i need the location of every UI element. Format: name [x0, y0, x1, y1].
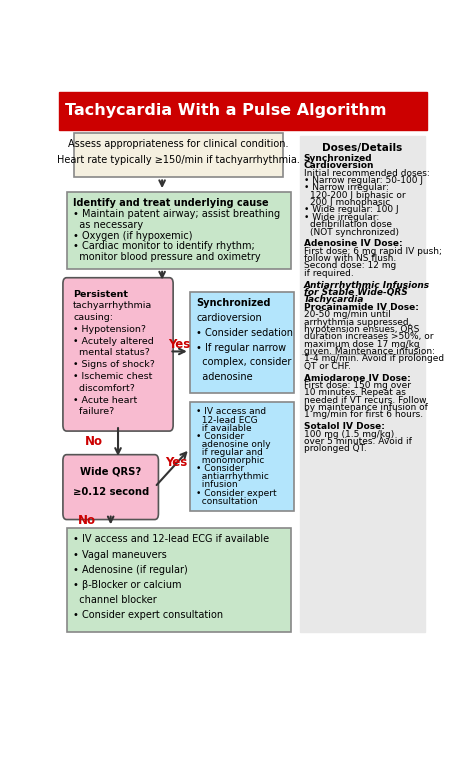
Text: tachyarrhythmia: tachyarrhythmia	[73, 301, 153, 310]
Text: • Narrow irregular:: • Narrow irregular:	[303, 183, 388, 192]
Text: for Stable Wide-QRS: for Stable Wide-QRS	[303, 288, 407, 297]
Text: • Acute heart: • Acute heart	[73, 396, 137, 404]
Text: monomorphic: monomorphic	[196, 456, 264, 465]
Text: • Ischemic chest: • Ischemic chest	[73, 372, 153, 381]
Text: monitor blood pressure and oximetry: monitor blood pressure and oximetry	[73, 252, 261, 262]
Text: adenosine only: adenosine only	[196, 440, 271, 449]
Text: (NOT synchronized): (NOT synchronized)	[310, 228, 399, 237]
Text: follow with NS flush.: follow with NS flush.	[303, 254, 396, 263]
Text: discomfort?: discomfort?	[73, 384, 135, 393]
Text: consultation: consultation	[196, 496, 258, 506]
Text: • Hypotension?: • Hypotension?	[73, 325, 146, 334]
Text: Initial recommended doses:: Initial recommended doses:	[303, 169, 429, 178]
Text: mental status?: mental status?	[73, 349, 150, 358]
Text: given. Maintenance infusion:: given. Maintenance infusion:	[303, 347, 435, 356]
Text: • Wide irregular:: • Wide irregular:	[303, 213, 379, 222]
Text: • Adenosine (if regular): • Adenosine (if regular)	[73, 565, 188, 574]
Text: • Signs of shock?: • Signs of shock?	[73, 360, 155, 369]
Text: • IV access and: • IV access and	[196, 408, 266, 417]
Text: as necessary: as necessary	[73, 220, 143, 230]
FancyBboxPatch shape	[63, 278, 173, 431]
Text: Antiarrhythmic Infusions: Antiarrhythmic Infusions	[303, 280, 429, 290]
Text: failure?: failure?	[73, 408, 114, 417]
Text: Synchronized: Synchronized	[303, 154, 372, 163]
Text: prolonged QT.: prolonged QT.	[303, 444, 366, 453]
Text: • Narrow regular: 50-100 J: • Narrow regular: 50-100 J	[303, 176, 422, 185]
Text: • Oxygen (if hypoxemic): • Oxygen (if hypoxemic)	[73, 231, 193, 241]
Text: • If regular narrow: • If regular narrow	[196, 342, 286, 352]
Text: arrhythmia suppressed,: arrhythmia suppressed,	[303, 318, 411, 326]
Text: Persistent: Persistent	[73, 290, 128, 299]
Text: ≥0.12 second: ≥0.12 second	[73, 487, 149, 497]
Text: Tachycardia: Tachycardia	[303, 296, 364, 304]
Text: duration increases >50%, or: duration increases >50%, or	[303, 332, 433, 342]
Text: 100 mg (1.5 mg/kg): 100 mg (1.5 mg/kg)	[303, 430, 394, 439]
Text: First dose: 6 mg rapid IV push;: First dose: 6 mg rapid IV push;	[303, 247, 441, 256]
Text: Tachycardia With a Pulse Algorithm: Tachycardia With a Pulse Algorithm	[65, 103, 386, 118]
Text: • β-Blocker or calcium: • β-Blocker or calcium	[73, 580, 182, 590]
Text: Wide QRS?: Wide QRS?	[80, 466, 141, 476]
Text: Heart rate typically ≥150/min if tachyarrhythmia.: Heart rate typically ≥150/min if tachyar…	[57, 155, 300, 165]
FancyBboxPatch shape	[66, 192, 291, 269]
Text: Cardioversion: Cardioversion	[303, 161, 374, 170]
FancyBboxPatch shape	[190, 293, 294, 393]
Text: over 5 minutes. Avoid if: over 5 minutes. Avoid if	[303, 437, 411, 446]
Text: • Consider: • Consider	[196, 432, 245, 440]
Text: • IV access and 12-lead ECG if available: • IV access and 12-lead ECG if available	[73, 535, 269, 545]
Text: • Cardiac monitor to identify rhythm;: • Cardiac monitor to identify rhythm;	[73, 241, 255, 251]
Text: Procainamide IV Dose:: Procainamide IV Dose:	[303, 303, 419, 312]
FancyBboxPatch shape	[63, 455, 158, 519]
Text: Synchronized: Synchronized	[196, 298, 271, 309]
Text: Yes: Yes	[165, 456, 187, 469]
Text: complex, consider: complex, consider	[196, 357, 292, 368]
Text: 200 J monophasic: 200 J monophasic	[310, 198, 391, 207]
FancyBboxPatch shape	[190, 401, 294, 511]
Text: needed if VT recurs. Follow: needed if VT recurs. Follow	[303, 396, 426, 404]
Text: • Maintain patent airway; assist breathing: • Maintain patent airway; assist breathi…	[73, 209, 280, 219]
Text: • Consider expert consultation: • Consider expert consultation	[73, 611, 223, 620]
Text: Yes: Yes	[169, 338, 191, 351]
Text: • Consider expert: • Consider expert	[196, 489, 277, 498]
Text: Identify and treat underlying cause: Identify and treat underlying cause	[73, 198, 269, 208]
Text: 12-lead ECG: 12-lead ECG	[196, 416, 258, 424]
Text: antiarrhythmic: antiarrhythmic	[196, 473, 269, 481]
Text: • Vagal maneuvers: • Vagal maneuvers	[73, 549, 167, 559]
Text: Second dose: 12 mg: Second dose: 12 mg	[303, 261, 396, 270]
Text: No: No	[85, 434, 103, 447]
Text: • Consider: • Consider	[196, 464, 245, 473]
Text: First dose: 150 mg over: First dose: 150 mg over	[303, 381, 410, 390]
Text: hypotension ensues, QRS: hypotension ensues, QRS	[303, 325, 419, 334]
Text: 1-4 mg/min. Avoid if prolonged: 1-4 mg/min. Avoid if prolonged	[303, 355, 444, 363]
Text: maximum dose 17 mg/kg: maximum dose 17 mg/kg	[303, 339, 419, 349]
Text: 120-200 J biphasic or: 120-200 J biphasic or	[310, 191, 406, 200]
Text: Assess appropriateness for clinical condition.: Assess appropriateness for clinical cond…	[68, 139, 289, 149]
Text: infusion: infusion	[196, 480, 238, 489]
FancyBboxPatch shape	[74, 133, 283, 178]
Text: by maintenance infusion of: by maintenance infusion of	[303, 403, 428, 412]
Text: cardioversion: cardioversion	[196, 313, 262, 323]
Text: • Consider sedation: • Consider sedation	[196, 328, 293, 338]
Bar	[300, 136, 425, 632]
Text: • Acutely altered: • Acutely altered	[73, 337, 154, 345]
Text: No: No	[78, 514, 96, 527]
Text: adenosine: adenosine	[196, 372, 253, 382]
Text: 1 mg/min for first 6 hours.: 1 mg/min for first 6 hours.	[303, 411, 423, 420]
Text: Adenosine IV Dose:: Adenosine IV Dose:	[303, 239, 402, 248]
Text: Sotalol IV Dose:: Sotalol IV Dose:	[303, 422, 384, 431]
Text: QT or CHF.: QT or CHF.	[303, 362, 350, 371]
Text: 10 minutes. Repeat as: 10 minutes. Repeat as	[303, 388, 405, 398]
Text: if required.: if required.	[303, 269, 353, 278]
Bar	[59, 92, 427, 130]
Text: if regular and: if regular and	[196, 448, 263, 457]
Text: channel blocker: channel blocker	[73, 595, 157, 605]
Text: if available: if available	[196, 424, 252, 433]
Text: • Wide regular: 100 J: • Wide regular: 100 J	[303, 205, 398, 214]
Text: Doses/Details: Doses/Details	[322, 143, 402, 153]
Text: defibrillation dose: defibrillation dose	[310, 220, 392, 229]
FancyBboxPatch shape	[66, 529, 291, 632]
Text: Amiodarone IV Dose:: Amiodarone IV Dose:	[303, 374, 410, 382]
Text: 20-50 mg/min until: 20-50 mg/min until	[303, 310, 391, 319]
Text: causing:: causing:	[73, 313, 113, 322]
